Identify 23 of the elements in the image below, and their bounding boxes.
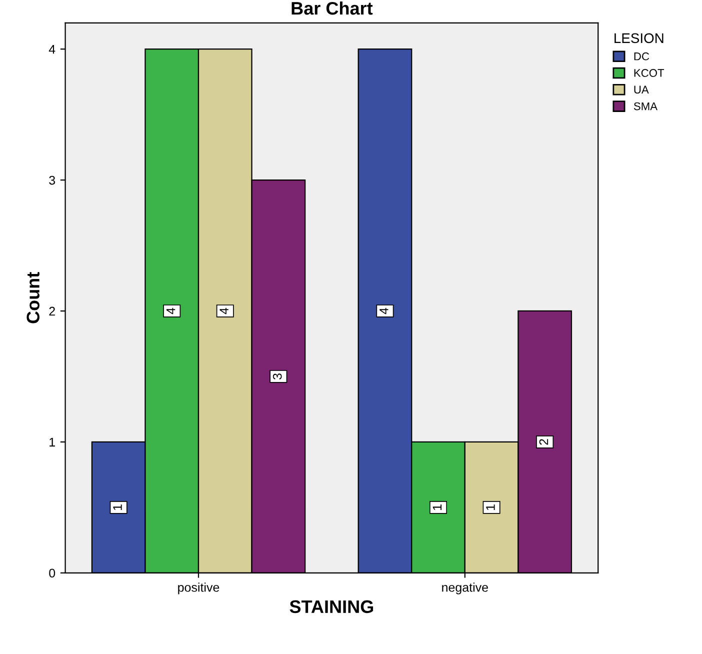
data-label: 1 bbox=[486, 504, 495, 510]
x-tick-label: positive bbox=[178, 582, 220, 594]
y-tick-label: 1 bbox=[50, 438, 55, 446]
data-label: 4 bbox=[166, 308, 176, 314]
data-label: 1 bbox=[432, 504, 442, 510]
data-label: 2 bbox=[539, 439, 548, 445]
legend-label: DC bbox=[634, 52, 650, 60]
data-label: 3 bbox=[272, 374, 282, 380]
data-label: 4 bbox=[220, 308, 228, 314]
y-tick-label: 2 bbox=[49, 306, 55, 316]
chart-title: Bar Chart bbox=[292, 1, 373, 15]
y-tick-label: 4 bbox=[48, 45, 56, 54]
legend-label: KCOT bbox=[634, 69, 664, 77]
legend-label: UA bbox=[634, 86, 649, 94]
x-axis-title: STAINING bbox=[290, 600, 374, 614]
legend-label: SMA bbox=[634, 102, 658, 110]
legend-title: LESION bbox=[614, 33, 664, 44]
y-tick-label: 3 bbox=[49, 176, 56, 185]
data-label: 1 bbox=[113, 504, 122, 510]
y-tick-label: 0 bbox=[49, 568, 56, 578]
y-axis-title: Count bbox=[26, 272, 40, 324]
x-tick-label: negative bbox=[442, 582, 488, 594]
data-label: 4 bbox=[380, 308, 388, 314]
